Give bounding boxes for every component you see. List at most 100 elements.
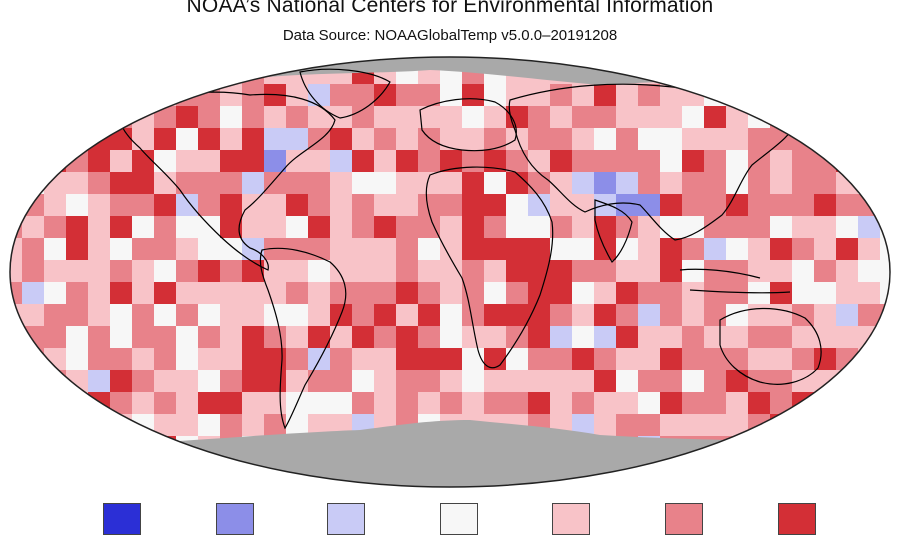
grid-cell bbox=[572, 216, 594, 238]
grid-cell bbox=[660, 150, 682, 172]
grid-cell bbox=[176, 414, 198, 436]
grid-cell bbox=[770, 458, 792, 480]
grid-cell bbox=[198, 57, 220, 62]
grid-cell bbox=[506, 282, 528, 304]
grid-cell bbox=[528, 106, 550, 128]
grid-cell bbox=[814, 194, 836, 216]
grid-cell bbox=[484, 282, 506, 304]
grid-cell bbox=[594, 84, 616, 106]
grid-cell bbox=[396, 282, 418, 304]
grid-cell bbox=[440, 304, 462, 326]
grid-cell bbox=[198, 348, 220, 370]
grid-cell bbox=[726, 392, 748, 414]
grid-cell bbox=[418, 216, 440, 238]
grid-cell bbox=[396, 304, 418, 326]
grid-cell bbox=[836, 326, 858, 348]
grid-cell bbox=[154, 106, 176, 128]
grid-cell bbox=[352, 106, 374, 128]
legend-swatch-near-average bbox=[440, 503, 478, 535]
grid-cell bbox=[880, 106, 890, 128]
grid-cell bbox=[374, 282, 396, 304]
grid-cell bbox=[616, 238, 638, 260]
grid-cell bbox=[242, 106, 264, 128]
grid-cell bbox=[110, 150, 132, 172]
grid-cell bbox=[374, 150, 396, 172]
grid-cell bbox=[858, 480, 880, 487]
grid-cell bbox=[154, 370, 176, 392]
grid-cell bbox=[484, 370, 506, 392]
grid-cell bbox=[638, 194, 660, 216]
grid-cell bbox=[880, 392, 890, 414]
grid-cell bbox=[242, 150, 264, 172]
grid-cell bbox=[66, 392, 88, 414]
map-clip-group bbox=[10, 57, 890, 487]
grid-cell bbox=[616, 326, 638, 348]
grid-cell bbox=[44, 282, 66, 304]
grid-cell bbox=[352, 282, 374, 304]
grid-cell bbox=[770, 62, 792, 84]
grid-cell bbox=[22, 238, 44, 260]
grid-cell bbox=[748, 57, 770, 62]
grid-cell bbox=[660, 238, 682, 260]
grid-cell bbox=[682, 62, 704, 84]
grid-cell bbox=[682, 392, 704, 414]
grid-cell bbox=[660, 458, 682, 480]
grid-cell bbox=[220, 128, 242, 150]
grid-cell bbox=[132, 436, 154, 458]
grid-cell bbox=[616, 414, 638, 436]
grid-cell bbox=[682, 106, 704, 128]
grid-cell bbox=[748, 370, 770, 392]
grid-cell bbox=[220, 414, 242, 436]
grid-cell bbox=[682, 238, 704, 260]
grid-cell bbox=[594, 392, 616, 414]
grid-cell bbox=[836, 436, 858, 458]
grid-cell bbox=[308, 150, 330, 172]
grid-cell bbox=[198, 370, 220, 392]
grid-cell bbox=[616, 282, 638, 304]
grid-cell bbox=[22, 392, 44, 414]
temperature-anomaly-map bbox=[9, 56, 891, 488]
grid-cell bbox=[858, 348, 880, 370]
grid-cell bbox=[44, 62, 66, 84]
grid-cell bbox=[726, 150, 748, 172]
grid-cell bbox=[836, 260, 858, 282]
grid-cell bbox=[132, 260, 154, 282]
grid-cell bbox=[10, 216, 22, 238]
grid-cell bbox=[858, 84, 880, 106]
grid-cell bbox=[682, 480, 704, 487]
grid-cell bbox=[440, 194, 462, 216]
grid-cell bbox=[154, 172, 176, 194]
grid-cell bbox=[66, 216, 88, 238]
grid-cell bbox=[638, 172, 660, 194]
grid-cell bbox=[132, 194, 154, 216]
grid-cell bbox=[682, 326, 704, 348]
grid-cell bbox=[10, 150, 22, 172]
europe-outline bbox=[419, 98, 517, 152]
grid-cell bbox=[176, 458, 198, 480]
grid-cell bbox=[660, 326, 682, 348]
grid-cell bbox=[418, 194, 440, 216]
grid-cell bbox=[44, 238, 66, 260]
grid-cell bbox=[462, 304, 484, 326]
grid-cell bbox=[550, 128, 572, 150]
grid-cell bbox=[792, 62, 814, 84]
grid-cell bbox=[242, 62, 264, 84]
grid-cell bbox=[660, 348, 682, 370]
grid-cell bbox=[814, 348, 836, 370]
grid-cell bbox=[880, 57, 890, 62]
grid-cell bbox=[550, 304, 572, 326]
grid-cell bbox=[374, 326, 396, 348]
grid-cell bbox=[220, 304, 242, 326]
grid-cell bbox=[154, 150, 176, 172]
grid-cell bbox=[638, 414, 660, 436]
grid-cell bbox=[22, 436, 44, 458]
grid-cell bbox=[308, 57, 330, 62]
grid-cell bbox=[330, 194, 352, 216]
legend-swatch-cooler bbox=[216, 503, 254, 535]
grid-cell bbox=[44, 480, 66, 487]
grid-cell bbox=[594, 370, 616, 392]
grid-cell bbox=[132, 216, 154, 238]
grid-cell bbox=[132, 348, 154, 370]
grid-cell bbox=[616, 392, 638, 414]
grid-cell bbox=[352, 128, 374, 150]
